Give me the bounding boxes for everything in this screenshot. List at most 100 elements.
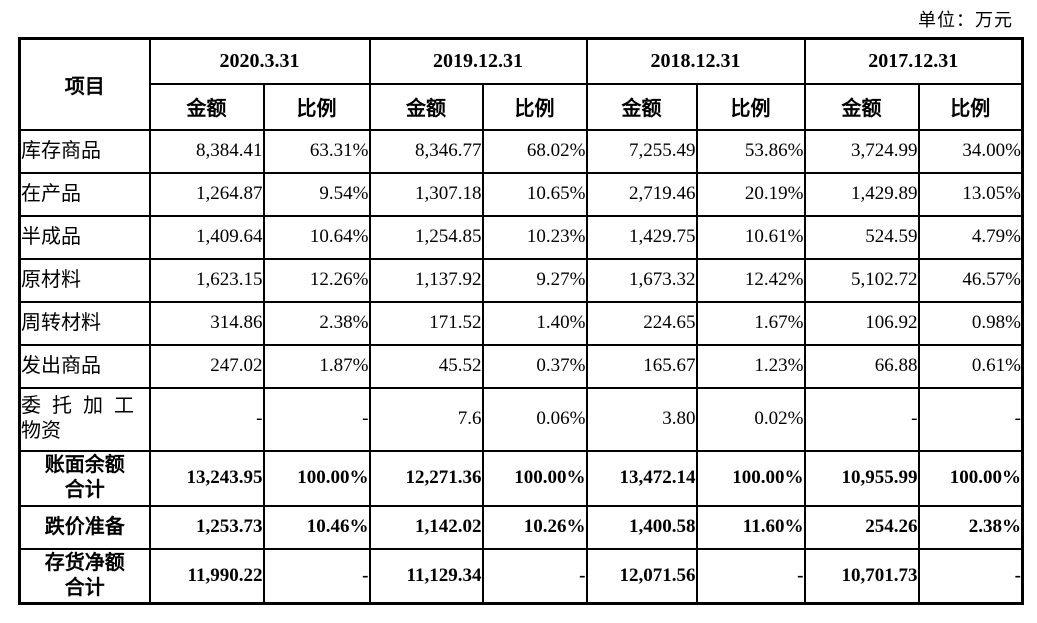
cell-ratio: 9.54% bbox=[262, 171, 371, 217]
table-row-consigned-processing-materials: 委托加工 物资 - - 7.6 0.06% 3.80 0.02% - - bbox=[18, 386, 1024, 452]
column-header-amount: 金额 bbox=[368, 82, 484, 131]
cell-ratio: 1.40% bbox=[481, 300, 588, 346]
cell-amount: 224.65 bbox=[585, 300, 698, 346]
cell-ratio: 0.37% bbox=[481, 343, 588, 389]
column-header-period-2019-12-31: 2019.12.31 bbox=[368, 37, 588, 85]
row-label: 半成品 bbox=[18, 214, 151, 260]
row-label: 存货净额 合计 bbox=[18, 547, 151, 605]
column-header-ratio: 比例 bbox=[262, 82, 371, 131]
inventory-composition-table: 项目 2020.3.31 2019.12.31 2018.12.31 2017.… bbox=[18, 37, 1024, 605]
cell-amount: 1,254.85 bbox=[368, 214, 484, 260]
cell-amount: 171.52 bbox=[368, 300, 484, 346]
cell-amount: 45.52 bbox=[368, 343, 484, 389]
cell-ratio: 12.26% bbox=[262, 257, 371, 303]
cell-amount: 3.80 bbox=[585, 386, 698, 452]
row-label: 在产品 bbox=[18, 171, 151, 217]
cell-ratio: - bbox=[262, 547, 371, 605]
cell-amount: 8,346.77 bbox=[368, 128, 484, 174]
cell-amount: 247.02 bbox=[148, 343, 265, 389]
column-header-period-2017-12-31: 2017.12.31 bbox=[803, 37, 1024, 85]
cell-amount: 1,673.32 bbox=[585, 257, 698, 303]
cell-amount: 7,255.49 bbox=[585, 128, 698, 174]
cell-ratio: 100.00% bbox=[695, 449, 806, 507]
row-label: 跌价准备 bbox=[18, 504, 151, 550]
cell-ratio: 11.60% bbox=[695, 504, 806, 550]
cell-ratio: 0.06% bbox=[481, 386, 588, 452]
cell-ratio: 46.57% bbox=[917, 257, 1024, 303]
cell-ratio: 10.46% bbox=[262, 504, 371, 550]
column-header-amount: 金额 bbox=[585, 82, 698, 131]
column-header-amount: 金额 bbox=[148, 82, 265, 131]
column-header-period-2020-03-31: 2020.3.31 bbox=[148, 37, 371, 85]
cell-amount: 1,137.92 bbox=[368, 257, 484, 303]
cell-amount: 1,429.75 bbox=[585, 214, 698, 260]
row-label: 库存商品 bbox=[18, 128, 151, 174]
column-header-ratio: 比例 bbox=[695, 82, 806, 131]
cell-amount: 13,472.14 bbox=[585, 449, 698, 507]
cell-ratio: - bbox=[917, 386, 1024, 452]
header-row-subheaders: 金额 比例 金额 比例 金额 比例 金额 比例 bbox=[20, 82, 1024, 131]
cell-ratio: 53.86% bbox=[695, 128, 806, 174]
cell-amount: 1,400.58 bbox=[585, 504, 698, 550]
cell-ratio: 1.67% bbox=[695, 300, 806, 346]
cell-ratio: 0.02% bbox=[695, 386, 806, 452]
cell-amount: 5,102.72 bbox=[803, 257, 920, 303]
cell-ratio: 100.00% bbox=[481, 449, 588, 507]
cell-ratio: - bbox=[917, 547, 1024, 605]
cell-amount: 13,243.95 bbox=[148, 449, 265, 507]
cell-ratio: 1.87% bbox=[262, 343, 371, 389]
cell-amount: 1,264.87 bbox=[148, 171, 265, 217]
column-header-ratio: 比例 bbox=[917, 82, 1024, 131]
column-header-period-2018-12-31: 2018.12.31 bbox=[585, 37, 806, 85]
cell-ratio: 4.79% bbox=[917, 214, 1024, 260]
table-row-turnover-materials: 周转材料 314.86 2.38% 171.52 1.40% 224.65 1.… bbox=[18, 300, 1024, 346]
cell-amount: 11,990.22 bbox=[148, 547, 265, 605]
cell-amount: 10,701.73 bbox=[803, 547, 920, 605]
row-label: 周转材料 bbox=[18, 300, 151, 346]
cell-amount: 106.92 bbox=[803, 300, 920, 346]
cell-ratio: 100.00% bbox=[262, 449, 371, 507]
cell-amount: 10,955.99 bbox=[803, 449, 920, 507]
cell-amount: 8,384.41 bbox=[148, 128, 265, 174]
table-row-work-in-progress: 在产品 1,264.87 9.54% 1,307.18 10.65% 2,719… bbox=[18, 171, 1024, 217]
cell-ratio: - bbox=[481, 547, 588, 605]
cell-ratio: 20.19% bbox=[695, 171, 806, 217]
header-row-periods: 项目 2020.3.31 2019.12.31 2018.12.31 2017.… bbox=[18, 37, 1024, 131]
cell-ratio: 13.05% bbox=[917, 171, 1024, 217]
cell-amount: 12,271.36 bbox=[368, 449, 484, 507]
cell-ratio: - bbox=[695, 547, 806, 605]
cell-ratio: 2.38% bbox=[262, 300, 371, 346]
cell-amount: - bbox=[803, 386, 920, 452]
column-header-item: 项目 bbox=[18, 37, 151, 131]
cell-ratio: 100.00% bbox=[917, 449, 1024, 507]
cell-amount: 12,071.56 bbox=[585, 547, 698, 605]
cell-amount: 314.86 bbox=[148, 300, 265, 346]
table-row-raw-materials: 原材料 1,623.15 12.26% 1,137.92 9.27% 1,673… bbox=[18, 257, 1024, 303]
table-row-finished-goods: 库存商品 8,384.41 63.31% 8,346.77 68.02% 7,2… bbox=[18, 128, 1024, 174]
cell-ratio: 12.42% bbox=[695, 257, 806, 303]
cell-ratio: 0.61% bbox=[917, 343, 1024, 389]
cell-amount: 1,253.73 bbox=[148, 504, 265, 550]
cell-ratio: 10.26% bbox=[481, 504, 588, 550]
table-row-net-inventory-total: 存货净额 合计 11,990.22 - 11,129.34 - 12,071.5… bbox=[18, 547, 1024, 605]
cell-amount: 165.67 bbox=[585, 343, 698, 389]
column-header-ratio: 比例 bbox=[481, 82, 588, 131]
cell-amount: 524.59 bbox=[803, 214, 920, 260]
cell-amount: 1,429.89 bbox=[803, 171, 920, 217]
cell-ratio: 63.31% bbox=[262, 128, 371, 174]
cell-ratio: 1.23% bbox=[695, 343, 806, 389]
cell-amount: 1,142.02 bbox=[368, 504, 484, 550]
cell-ratio: - bbox=[262, 386, 371, 452]
cell-ratio: 34.00% bbox=[917, 128, 1024, 174]
cell-ratio: 9.27% bbox=[481, 257, 588, 303]
cell-ratio: 10.65% bbox=[481, 171, 588, 217]
cell-amount: 1,623.15 bbox=[148, 257, 265, 303]
column-header-amount: 金额 bbox=[803, 82, 920, 131]
row-label: 发出商品 bbox=[18, 343, 151, 389]
cell-amount: 11,129.34 bbox=[368, 547, 484, 605]
cell-amount: 254.26 bbox=[803, 504, 920, 550]
cell-amount: 2,719.46 bbox=[585, 171, 698, 217]
unit-label: 单位：万元 bbox=[918, 10, 1013, 30]
cell-ratio: 0.98% bbox=[917, 300, 1024, 346]
